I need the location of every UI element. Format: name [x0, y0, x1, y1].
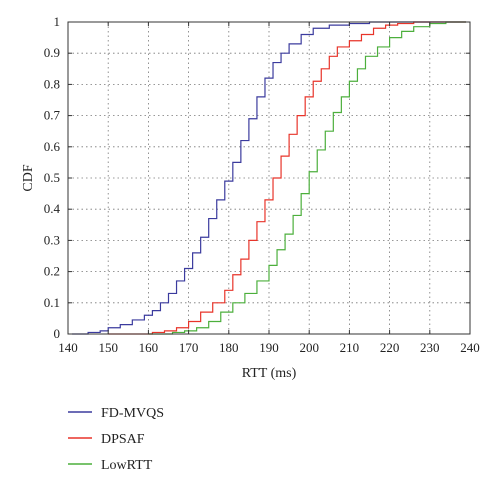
legend: FD-MVQS DPSAF LowRTT [68, 406, 164, 473]
y-tick-label: 1 [54, 14, 61, 29]
legend-item: DPSAF [68, 432, 145, 447]
legend-item: LowRTT [68, 458, 153, 473]
x-tick-label: 190 [259, 340, 279, 355]
x-tick-label: 220 [380, 340, 400, 355]
y-tick-label: 0.3 [44, 232, 60, 247]
legend-item: FD-MVQS [68, 406, 164, 421]
x-tick-label: 200 [299, 340, 319, 355]
x-tick-label: 180 [219, 340, 239, 355]
y-tick-label: 0.9 [44, 45, 60, 60]
x-tick-label: 160 [139, 340, 159, 355]
x-tick-label: 210 [340, 340, 360, 355]
y-tick-label: 0.5 [44, 170, 60, 185]
x-axis-title: RTT (ms) [242, 366, 297, 381]
grid [68, 22, 470, 334]
series-line-dpsaf [108, 21, 466, 335]
legend-label: LowRTT [101, 458, 153, 473]
legend-label: FD-MVQS [101, 406, 164, 421]
y-tick-label: 0.8 [44, 76, 60, 91]
x-tick-label: 240 [460, 340, 480, 355]
y-tick-label: 0.7 [44, 108, 61, 123]
series-lines [72, 21, 466, 335]
y-tick-label: 0.6 [44, 139, 61, 154]
y-tick-label: 0.2 [44, 264, 60, 279]
legend-label: DPSAF [101, 432, 145, 447]
x-tick-label: 150 [98, 340, 118, 355]
y-tick-label: 0.1 [44, 295, 60, 310]
y-axis-title: CDF [21, 164, 36, 191]
x-tick-label: 140 [58, 340, 78, 355]
y-tick-label: 0 [54, 326, 61, 341]
plot-frame [67, 21, 471, 335]
x-tick-label: 170 [179, 340, 199, 355]
ticks: 140 150 160 170 180 190 200 210 220 230 240 0 0.1 0.2… [44, 14, 480, 355]
x-tick-label: 230 [420, 340, 440, 355]
series-line-lowrtt [148, 21, 466, 335]
series-line-fd-mvqs [72, 21, 466, 335]
y-tick-label: 0.4 [44, 201, 61, 216]
